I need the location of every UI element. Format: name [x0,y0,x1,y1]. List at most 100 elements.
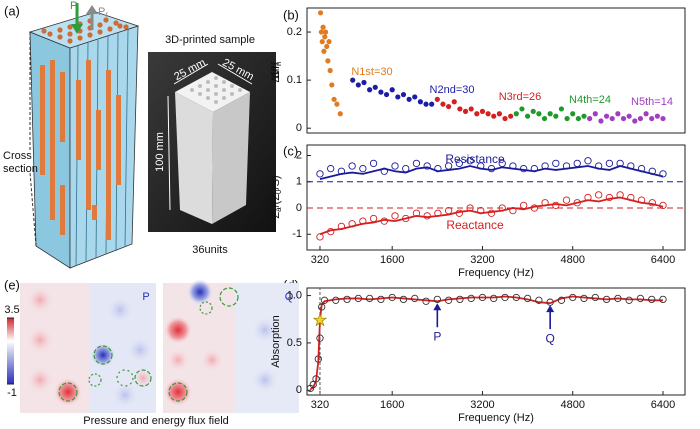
data-marker [584,157,592,165]
data-marker [411,294,419,303]
scatter-point [632,118,638,124]
field-caption: Pressure and energy flux field [83,415,229,427]
data-marker [343,295,351,304]
scatter-point [649,115,655,122]
scatter-point [598,118,604,124]
y-axis-label: Z [270,212,282,219]
data-marker [573,159,581,168]
data-marker [369,214,378,223]
data-marker [309,380,317,389]
data-marker [580,294,588,303]
scatter-point [329,82,335,88]
x-axis-label: Frequency (Hz) [458,267,534,279]
series-label: Resistance [445,152,505,166]
data-marker [636,294,645,303]
scatter-point [530,108,536,114]
data-marker [625,296,633,304]
plot-frame [306,144,686,251]
scatter-point [383,91,390,98]
data-marker [399,295,408,304]
data-marker [467,294,475,303]
incident-label: Pi [70,0,79,13]
data-marker [316,170,324,178]
data-marker [388,293,396,302]
data-marker [648,199,656,207]
line-series [309,295,663,391]
data-marker [595,191,603,199]
data-marker [605,193,614,202]
y-axis-label-sub: n [274,62,283,66]
data-marker [659,170,667,178]
height-label: 100 mm [154,132,166,172]
colorbar-label: -1 [7,387,17,399]
data-marker [535,296,543,304]
scatter-point [355,82,361,88]
y-axis-label-sub: a [274,207,283,212]
scatter-point [395,94,401,100]
annotation-arrowhead [546,305,555,313]
data-marker [327,164,335,173]
scatter-point [334,101,340,107]
reflected-label: P [98,6,105,18]
scatter-point [457,106,463,112]
y-tick-label: 1.0 [287,289,302,301]
scatter-point [320,24,326,30]
data-marker [552,201,560,210]
x-tick-label: 3200 [470,399,494,411]
scatter-point [325,58,331,64]
scatter-point [524,113,531,119]
scatter-point [564,115,570,122]
scatter-point [587,115,593,122]
series-label: N3rd=26 [499,91,542,103]
cross-section-label: section [3,163,38,175]
y-tick-label: 0.5 [287,337,302,349]
data-marker [377,295,385,304]
field-maps: P Q Pressure and energy flux field [7,279,299,427]
data-marker [348,162,356,170]
scatter-point [451,99,457,105]
data-marker [501,293,509,302]
panel-label: (a) [4,3,20,18]
scatter-point [491,113,497,119]
data-marker [519,164,528,173]
scatter-point [423,101,429,107]
scatter-point [485,111,491,117]
data-marker [591,293,599,302]
scatter-point [474,111,480,117]
y-tick-label: 1 [296,176,302,188]
series-label: N1st=30 [351,66,392,78]
colorbar-label: 3.5 [4,304,19,316]
data-marker [648,295,656,304]
x-axis-label: Frequency (Hz) [458,412,534,424]
data-marker [423,162,431,170]
y-axis-label: Δf/fn [270,62,283,83]
line-series [319,196,664,236]
data-marker [569,293,577,302]
x-tick-label: 320 [311,399,329,411]
scatter-point [615,111,621,117]
data-marker [614,294,622,303]
data-marker [316,334,324,342]
scatter-point [468,106,474,112]
x-tick-label: 6400 [651,254,675,266]
scatter-point [331,96,337,102]
scatter-point [519,106,525,112]
x-tick-label: 4800 [560,399,584,411]
y-tick-label: 0 [296,202,302,214]
annotation-arrowhead [433,303,442,311]
data-marker [316,233,324,241]
x-tick-label: 320 [311,254,329,266]
y-axis-label: /S) [270,175,282,189]
scatter-point [350,77,356,83]
map-label: Q [285,291,294,303]
scatter-point [603,113,610,119]
y-tick-label: -1 [292,228,302,240]
scatter-point [389,87,395,93]
scatter-point [327,67,333,74]
scatter-point [660,115,666,122]
data-marker [433,295,441,304]
data-marker [512,293,520,302]
line-series [319,165,664,180]
sample-caption: 36units [192,244,228,256]
